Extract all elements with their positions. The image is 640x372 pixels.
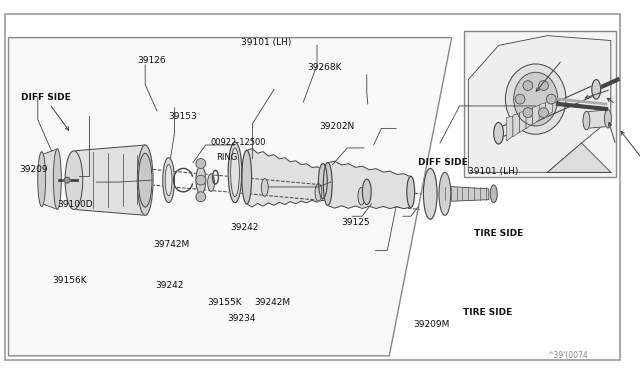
- Ellipse shape: [196, 167, 205, 194]
- Text: TIRE SIDE: TIRE SIDE: [474, 230, 524, 238]
- Ellipse shape: [506, 64, 566, 134]
- Polygon shape: [246, 148, 323, 207]
- Circle shape: [64, 177, 70, 183]
- Text: 00922-12500: 00922-12500: [210, 138, 266, 147]
- Ellipse shape: [605, 109, 611, 128]
- Ellipse shape: [207, 174, 214, 191]
- Text: TIRE SIDE: TIRE SIDE: [463, 308, 512, 317]
- Circle shape: [515, 94, 525, 104]
- Text: 39242: 39242: [230, 223, 259, 232]
- Polygon shape: [586, 110, 608, 128]
- Ellipse shape: [358, 187, 365, 205]
- Ellipse shape: [228, 142, 242, 203]
- Text: 39125: 39125: [341, 218, 370, 227]
- Text: 39155K: 39155K: [207, 298, 241, 307]
- Text: 39156K: 39156K: [52, 276, 86, 285]
- Text: DIFF SIDE: DIFF SIDE: [418, 158, 468, 167]
- Text: 39202N: 39202N: [319, 122, 355, 131]
- Polygon shape: [42, 149, 58, 209]
- Ellipse shape: [165, 164, 172, 196]
- Polygon shape: [513, 113, 520, 137]
- Ellipse shape: [138, 153, 152, 207]
- Text: RING: RING: [216, 153, 237, 162]
- Ellipse shape: [230, 148, 239, 197]
- Ellipse shape: [38, 152, 45, 206]
- Circle shape: [523, 108, 532, 118]
- Polygon shape: [526, 108, 532, 129]
- Polygon shape: [74, 145, 145, 215]
- Polygon shape: [442, 186, 489, 202]
- Ellipse shape: [490, 185, 497, 203]
- Text: 39209M: 39209M: [413, 320, 449, 329]
- Text: DIFF SIDE: DIFF SIDE: [20, 93, 70, 102]
- Text: 39234: 39234: [227, 314, 255, 323]
- Ellipse shape: [138, 145, 153, 215]
- Ellipse shape: [424, 169, 437, 219]
- Polygon shape: [468, 36, 611, 172]
- Circle shape: [539, 108, 548, 118]
- Polygon shape: [465, 31, 616, 177]
- Ellipse shape: [163, 158, 175, 203]
- Polygon shape: [506, 116, 513, 141]
- Ellipse shape: [323, 163, 332, 205]
- Text: 39242: 39242: [156, 281, 184, 291]
- Circle shape: [523, 81, 532, 90]
- Text: 39101 (LH): 39101 (LH): [241, 38, 292, 47]
- Polygon shape: [532, 105, 539, 125]
- Text: 39242M: 39242M: [254, 298, 291, 307]
- Text: 39101 (LH): 39101 (LH): [468, 167, 518, 176]
- Ellipse shape: [315, 183, 322, 201]
- Ellipse shape: [362, 179, 371, 205]
- Polygon shape: [8, 38, 452, 356]
- Circle shape: [196, 192, 205, 202]
- Ellipse shape: [592, 80, 600, 99]
- Circle shape: [539, 81, 548, 90]
- Ellipse shape: [514, 72, 557, 126]
- Text: 39268K: 39268K: [307, 64, 341, 73]
- Ellipse shape: [407, 176, 415, 208]
- Circle shape: [547, 94, 556, 104]
- Ellipse shape: [493, 122, 504, 144]
- Circle shape: [196, 175, 205, 185]
- Ellipse shape: [439, 172, 451, 215]
- Ellipse shape: [242, 150, 252, 204]
- Text: ^39'(0074: ^39'(0074: [547, 350, 588, 360]
- Text: 39153: 39153: [168, 112, 197, 122]
- Polygon shape: [546, 100, 552, 116]
- Text: 39126: 39126: [137, 56, 166, 65]
- Ellipse shape: [261, 179, 268, 196]
- Ellipse shape: [583, 111, 590, 130]
- Ellipse shape: [319, 164, 327, 199]
- Ellipse shape: [53, 149, 61, 209]
- Text: 39100D: 39100D: [57, 200, 93, 209]
- Polygon shape: [547, 143, 611, 172]
- Polygon shape: [328, 161, 411, 209]
- Text: 39742M: 39742M: [154, 240, 190, 248]
- Text: 39209: 39209: [19, 165, 48, 174]
- Circle shape: [196, 159, 205, 169]
- Polygon shape: [520, 111, 526, 133]
- Ellipse shape: [65, 151, 83, 209]
- Polygon shape: [539, 103, 546, 121]
